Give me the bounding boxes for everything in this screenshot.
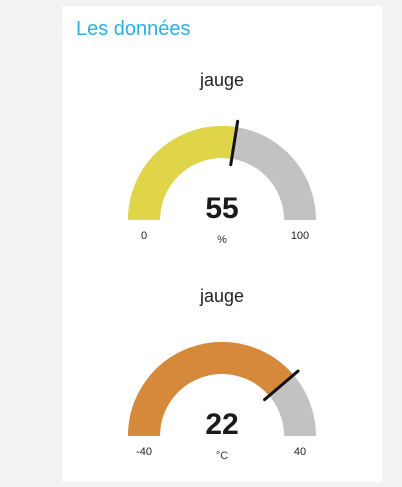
gauge-dial: [128, 342, 316, 437]
gauge-max-label: 100: [290, 230, 310, 242]
gauge-min-label: -40: [136, 446, 152, 458]
gauge-max-label: 40: [293, 446, 307, 458]
gauge-needle: [229, 119, 240, 167]
data-card: Les données jauge 55 % 0 100 jauge 22 °C…: [62, 6, 382, 482]
gauge-value: 55: [205, 192, 239, 225]
gauge-needle: [263, 369, 300, 402]
gauge-unit: °C: [215, 450, 229, 462]
gauge-fill: [128, 126, 237, 221]
gauge-temperature: jauge 22 °C -40 40: [62, 282, 382, 482]
gauge-min-label: 0: [140, 230, 148, 242]
gauge-title: jauge: [199, 286, 245, 306]
gauge-value: 22: [205, 408, 239, 441]
gauge-humidity: jauge 55 % 0 100: [62, 66, 382, 266]
gauge-title: jauge: [199, 70, 245, 90]
gauge-dial: [128, 119, 316, 221]
section-title: Les données: [76, 18, 191, 40]
gauge-fill: [128, 342, 294, 437]
gauge-unit: %: [217, 234, 227, 246]
